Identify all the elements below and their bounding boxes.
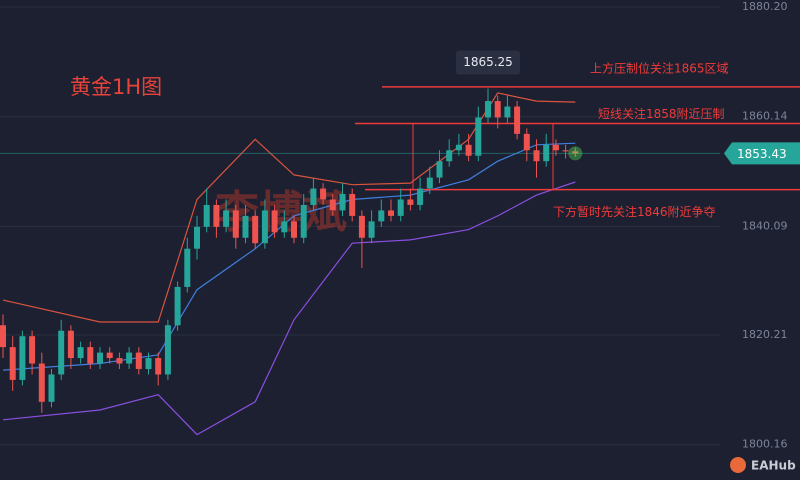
candle-body	[0, 325, 6, 348]
candle-body	[203, 204, 210, 227]
candle-body	[67, 330, 74, 359]
candle-body	[543, 144, 550, 162]
candle-body	[552, 144, 559, 151]
candle-body	[475, 117, 482, 156]
candle-body	[514, 106, 521, 134]
candle-body	[300, 204, 307, 238]
candle-body	[223, 210, 230, 227]
level-annotation: 下方暂时先关注1846附近争夺	[553, 204, 716, 219]
brand-icon	[730, 457, 746, 473]
candle-body	[310, 188, 317, 205]
level-annotation: 短线关注1858附近压制	[598, 106, 725, 121]
candle-body	[77, 347, 84, 359]
last-glow	[568, 146, 583, 161]
candle-body	[106, 352, 113, 359]
candle-body	[252, 215, 259, 244]
candle-body	[164, 325, 171, 375]
candle-body	[397, 199, 404, 216]
candle-body	[38, 363, 45, 402]
y-tick-label: 1820.21	[742, 328, 788, 341]
candle-body	[339, 194, 346, 211]
candle-body	[213, 204, 220, 227]
candle-body	[407, 199, 414, 205]
candle-body	[329, 199, 336, 211]
level-annotation: 上方压制位关注1865区域	[590, 60, 729, 75]
candle-body	[281, 221, 288, 233]
candle-body	[572, 151, 579, 154]
candle-body	[378, 210, 385, 222]
band-line	[2, 181, 576, 436]
candle-body	[271, 210, 278, 233]
candle-body	[29, 336, 36, 364]
candle-body	[174, 286, 181, 326]
candle-body	[126, 352, 133, 364]
y-tick-label: 1880.20	[742, 0, 788, 13]
candle-body	[9, 347, 16, 380]
candle-body	[504, 106, 511, 118]
y-tick-label: 1860.14	[742, 110, 788, 123]
candle-body	[97, 352, 103, 364]
candle-body	[446, 150, 453, 162]
candle-body	[368, 221, 375, 238]
candle-body	[116, 358, 123, 364]
candle-body	[184, 248, 191, 287]
candle-body	[465, 144, 472, 156]
candle-body	[320, 188, 327, 200]
candle-body	[232, 210, 239, 238]
candle-body	[485, 101, 491, 118]
candle-body	[135, 352, 142, 369]
candle-body	[194, 226, 200, 249]
candle-body	[261, 210, 268, 244]
candle-body	[48, 374, 55, 402]
peak-label-box	[456, 50, 520, 75]
chart-title: 黄金1H图	[70, 75, 162, 99]
peak-label: 1865.25	[463, 55, 513, 69]
candle-body	[358, 215, 365, 238]
last-price-label: 1853.43	[737, 147, 787, 161]
candle-body	[58, 330, 65, 375]
candle-body	[388, 210, 394, 216]
candle-body	[155, 358, 162, 375]
brand: EAHub	[751, 459, 796, 473]
candle-body	[349, 194, 356, 216]
candle-body	[417, 188, 424, 205]
candle-body	[19, 336, 26, 380]
candle-body	[523, 133, 530, 151]
candle-body	[426, 177, 433, 189]
candle-body	[291, 221, 297, 238]
candle-body	[562, 150, 569, 152]
candle-body	[145, 358, 152, 369]
candle-body	[242, 215, 249, 238]
y-tick-label: 1840.09	[742, 219, 788, 232]
candle-body	[494, 101, 501, 118]
candle-body	[455, 144, 462, 151]
y-tick-label: 1800.16	[742, 438, 788, 451]
band-line	[2, 92, 576, 323]
candle-body	[436, 161, 443, 178]
candle-body	[87, 347, 94, 364]
candle-body	[533, 150, 540, 162]
last-price-tag	[724, 142, 800, 165]
